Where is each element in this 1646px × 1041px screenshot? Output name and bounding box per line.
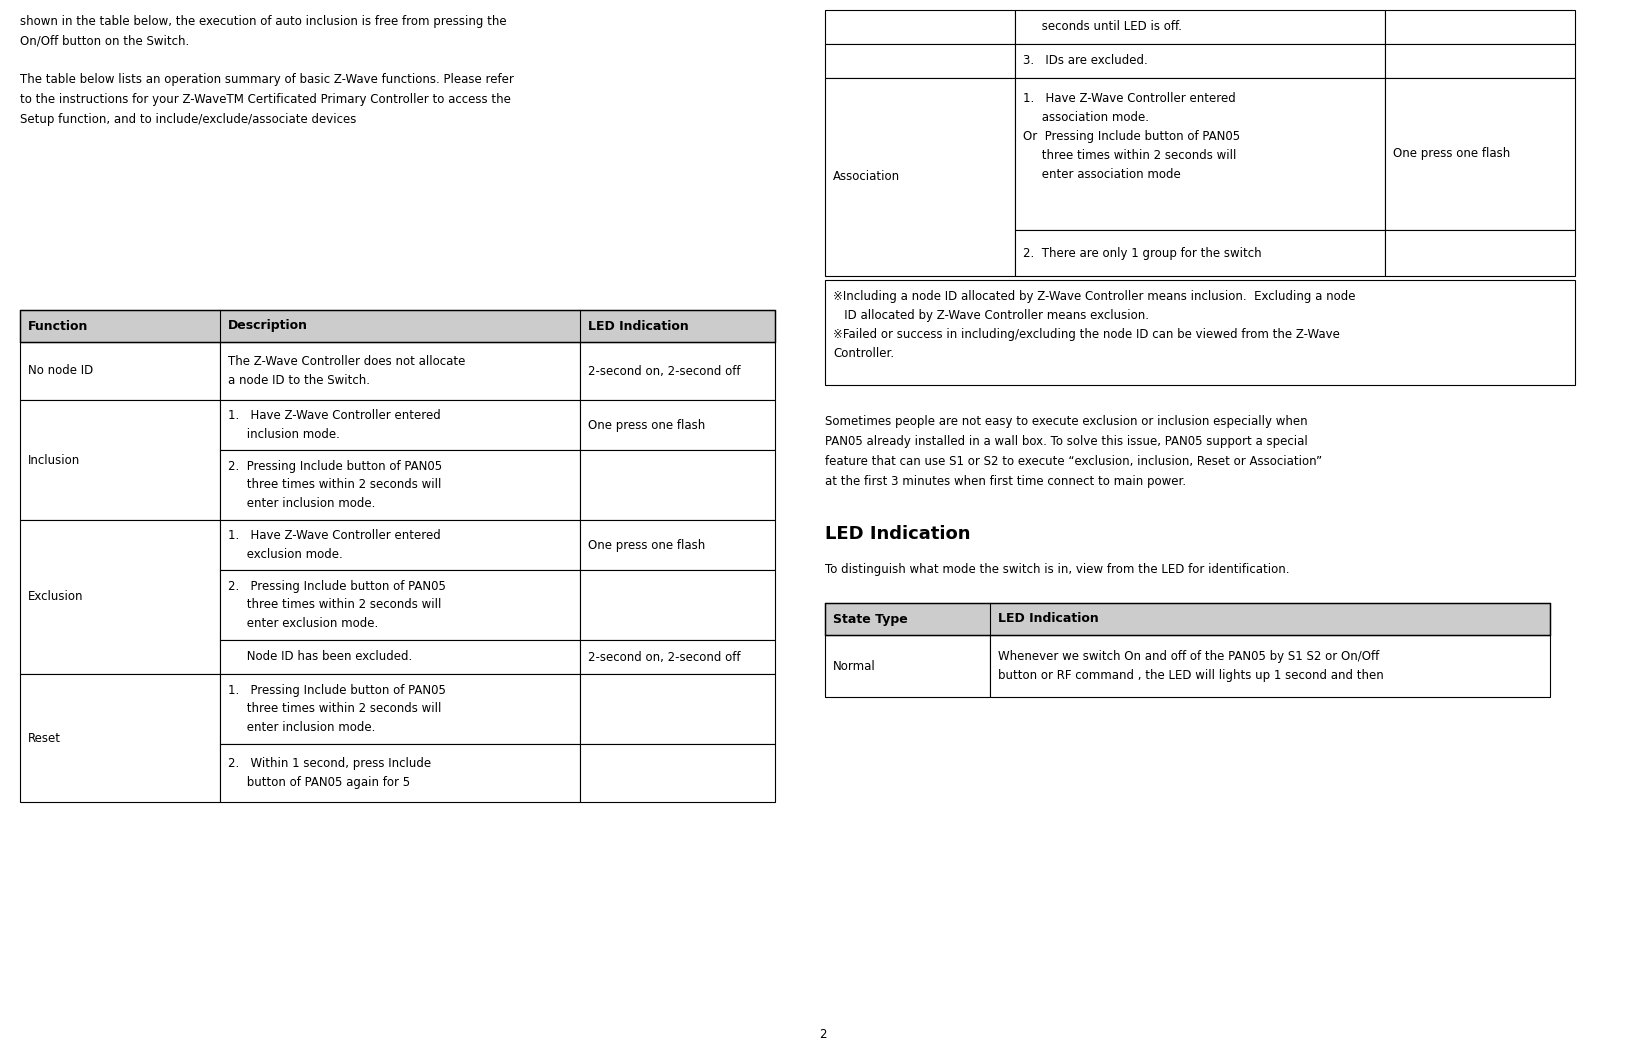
- Text: 1.   Have Z-Wave Controller entered
     inclusion mode.: 1. Have Z-Wave Controller entered inclus…: [229, 409, 441, 440]
- Text: Function: Function: [28, 320, 89, 332]
- Bar: [825, 280, 1575, 385]
- Bar: [579, 450, 775, 520]
- Text: LED Indication: LED Indication: [825, 525, 971, 543]
- Text: LED Indication: LED Indication: [997, 612, 1100, 626]
- Bar: [1384, 230, 1575, 276]
- Bar: [579, 570, 775, 640]
- Text: Normal: Normal: [833, 660, 876, 672]
- Text: ※Including a node ID allocated by Z-Wave Controller means inclusion.  Excluding : ※Including a node ID allocated by Z-Wave…: [833, 290, 1356, 360]
- Bar: [221, 744, 579, 802]
- Text: 2.   Within 1 second, press Include
     button of PAN05 again for 5: 2. Within 1 second, press Include button…: [229, 757, 431, 789]
- Bar: [579, 342, 775, 400]
- Text: Inclusion: Inclusion: [28, 454, 81, 466]
- Bar: [221, 342, 579, 400]
- Text: 2: 2: [820, 1029, 826, 1041]
- Bar: [825, 44, 1016, 78]
- Bar: [825, 10, 1016, 44]
- Bar: [20, 310, 775, 342]
- Text: Exclusion: Exclusion: [28, 590, 84, 604]
- Bar: [825, 603, 1551, 635]
- Bar: [1016, 44, 1384, 78]
- Bar: [1384, 44, 1575, 78]
- Bar: [579, 400, 775, 450]
- Bar: [989, 635, 1551, 697]
- Text: The Z-Wave Controller does not allocate
a node ID to the Switch.: The Z-Wave Controller does not allocate …: [229, 355, 466, 387]
- Bar: [1016, 78, 1384, 230]
- Text: One press one flash: One press one flash: [1393, 148, 1511, 160]
- Bar: [221, 400, 579, 450]
- Bar: [1384, 10, 1575, 44]
- Bar: [1016, 230, 1384, 276]
- Text: Sometimes people are not easy to execute exclusion or inclusion especially when
: Sometimes people are not easy to execute…: [825, 415, 1322, 488]
- Bar: [825, 78, 1016, 276]
- Bar: [579, 520, 775, 570]
- Bar: [20, 342, 221, 400]
- Text: One press one flash: One press one flash: [588, 538, 704, 552]
- Bar: [221, 520, 579, 570]
- Bar: [20, 674, 221, 802]
- Text: 1.   Pressing Include button of PAN05
     three times within 2 seconds will
   : 1. Pressing Include button of PAN05 thre…: [229, 684, 446, 734]
- Text: 1.   Have Z-Wave Controller entered
     association mode.
Or  Pressing Include : 1. Have Z-Wave Controller entered associ…: [1024, 92, 1239, 181]
- Text: Whenever we switch On and off of the PAN05 by S1 S2 or On/Off
button or RF comma: Whenever we switch On and off of the PAN…: [997, 650, 1384, 682]
- Bar: [825, 635, 989, 697]
- Bar: [579, 674, 775, 744]
- Text: 2.  There are only 1 group for the switch: 2. There are only 1 group for the switch: [1024, 247, 1261, 259]
- Bar: [1384, 78, 1575, 230]
- Text: 3.   IDs are excluded.: 3. IDs are excluded.: [1024, 54, 1147, 68]
- Text: Reset: Reset: [28, 732, 61, 744]
- Bar: [20, 520, 221, 674]
- Text: 2-second on, 2-second off: 2-second on, 2-second off: [588, 651, 741, 663]
- Text: To distinguish what mode the switch is in, view from the LED for identification.: To distinguish what mode the switch is i…: [825, 563, 1289, 576]
- Text: LED Indication: LED Indication: [588, 320, 688, 332]
- Bar: [221, 674, 579, 744]
- Bar: [221, 640, 579, 674]
- Text: Association: Association: [833, 171, 900, 183]
- Text: 2-second on, 2-second off: 2-second on, 2-second off: [588, 364, 741, 378]
- Bar: [579, 640, 775, 674]
- Text: Description: Description: [229, 320, 308, 332]
- Text: Node ID has been excluded.: Node ID has been excluded.: [229, 651, 412, 663]
- Bar: [579, 744, 775, 802]
- Text: No node ID: No node ID: [28, 364, 94, 378]
- Bar: [20, 400, 221, 520]
- Bar: [221, 570, 579, 640]
- Text: 1.   Have Z-Wave Controller entered
     exclusion mode.: 1. Have Z-Wave Controller entered exclus…: [229, 529, 441, 561]
- Text: 2.   Pressing Include button of PAN05
     three times within 2 seconds will
   : 2. Pressing Include button of PAN05 thre…: [229, 580, 446, 630]
- Bar: [1016, 10, 1384, 44]
- Text: shown in the table below, the execution of auto inclusion is free from pressing : shown in the table below, the execution …: [20, 15, 514, 126]
- Text: One press one flash: One press one flash: [588, 418, 704, 432]
- Text: 2.  Pressing Include button of PAN05
     three times within 2 seconds will
    : 2. Pressing Include button of PAN05 thre…: [229, 460, 443, 510]
- Bar: [221, 450, 579, 520]
- Text: State Type: State Type: [833, 612, 907, 626]
- Text: seconds until LED is off.: seconds until LED is off.: [1024, 21, 1182, 33]
